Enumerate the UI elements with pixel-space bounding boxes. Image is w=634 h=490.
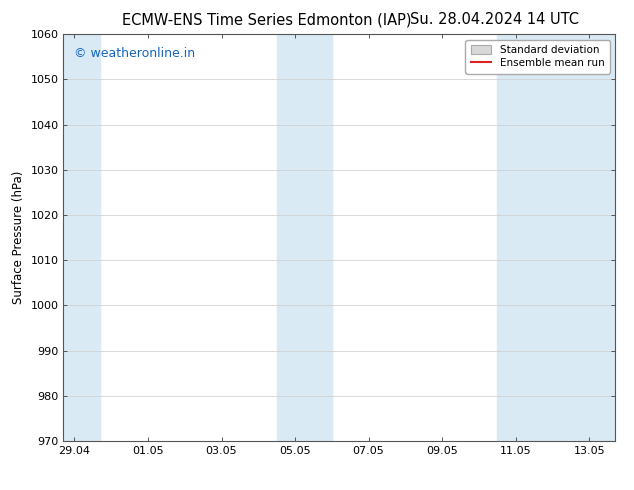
Text: Su. 28.04.2024 14 UTC: Su. 28.04.2024 14 UTC: [410, 12, 579, 27]
Bar: [276, 34, 332, 441]
Bar: [63, 34, 100, 441]
Bar: [497, 34, 615, 441]
Text: ECMW-ENS Time Series Edmonton (IAP): ECMW-ENS Time Series Edmonton (IAP): [122, 12, 411, 27]
Y-axis label: Surface Pressure (hPa): Surface Pressure (hPa): [12, 171, 25, 304]
Legend: Standard deviation, Ensemble mean run: Standard deviation, Ensemble mean run: [465, 40, 610, 74]
Text: © weatheronline.in: © weatheronline.in: [74, 47, 195, 59]
